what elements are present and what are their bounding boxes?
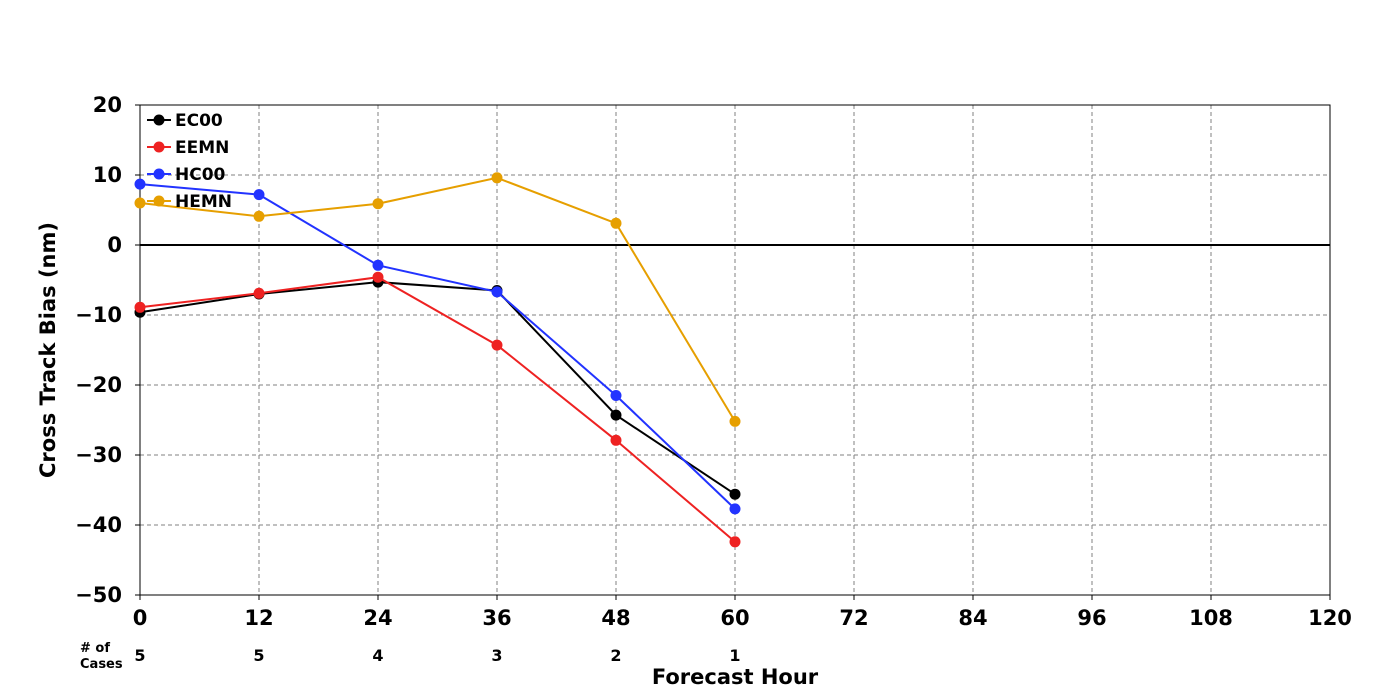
legend-label: HEMN: [175, 192, 232, 212]
case-count: 2: [610, 646, 621, 665]
y-tick-label: −20: [75, 373, 122, 397]
cases-header-line1: # of: [80, 641, 110, 656]
data-point-hc00: [134, 178, 146, 190]
x-tick-label: 108: [1189, 606, 1233, 630]
grid-lines: [140, 105, 1330, 595]
data-point-eemn: [491, 339, 503, 351]
series-line-hemn: [139, 176, 736, 422]
data-point-hc00: [729, 503, 741, 515]
y-tick-label: −10: [75, 303, 122, 327]
data-point-eemn: [134, 301, 146, 313]
case-count: 4: [372, 646, 383, 665]
x-tick-labels: 0 12 24 36 48 60 72 84 96 108 120: [133, 595, 1352, 630]
data-point-hemn: [253, 210, 265, 222]
legend-label: HC00: [175, 165, 226, 185]
y-tick-label: −30: [75, 443, 122, 467]
data-point-eemn: [253, 287, 265, 299]
y-tick-label: 0: [107, 233, 122, 257]
y-tick-label: −40: [75, 513, 122, 537]
data-point-hc00: [372, 259, 384, 271]
data-point-hemn: [491, 172, 503, 184]
y-tick-labels: 20 10 0 −10 −20 −30 −40 −50: [75, 93, 140, 607]
x-tick-label: 12: [244, 606, 273, 630]
legend-item-hc00: HC00: [147, 165, 226, 185]
x-tick-label: 24: [363, 606, 392, 630]
series-line-hc00: [139, 183, 736, 510]
series-hemn: [134, 172, 741, 427]
legend-item-ec00: EC00: [147, 111, 223, 131]
legend-label: EEMN: [175, 138, 229, 158]
legend-swatch-marker: [153, 141, 165, 153]
series-eemn: [134, 271, 741, 548]
data-point-ec00: [729, 488, 741, 500]
x-tick-label: 72: [839, 606, 868, 630]
x-tick-label: 96: [1077, 606, 1106, 630]
cases-header-line2: Cases: [80, 657, 123, 672]
data-point-hemn: [729, 415, 741, 427]
data-point-eemn: [729, 536, 741, 548]
y-tick-label: −50: [75, 583, 122, 607]
x-tick-label: 36: [482, 606, 511, 630]
legend: EC00 EEMN HC00 HEMN: [147, 111, 232, 212]
legend-item-eemn: EEMN: [147, 138, 229, 158]
data-point-hc00: [610, 390, 622, 401]
series-hc00: [134, 178, 741, 515]
data-point-ec00: [610, 409, 622, 421]
series-line-eemn: [139, 276, 736, 543]
legend-swatch-marker: [153, 195, 165, 207]
case-count: 5: [134, 646, 145, 665]
series-line-ec00: [139, 281, 736, 496]
data-point-hemn: [372, 198, 384, 210]
data-point-hc00: [253, 189, 265, 201]
data-point-eemn: [372, 271, 384, 283]
cases-row: # of Cases 5 5 4 3 2 1: [80, 641, 741, 672]
legend-item-hemn: HEMN: [147, 192, 232, 212]
case-count: 1: [729, 646, 740, 665]
legend-label: EC00: [175, 111, 223, 131]
data-point-hemn: [610, 217, 622, 229]
x-tick-label: 60: [720, 606, 749, 630]
x-tick-label: 48: [601, 606, 630, 630]
legend-swatch-marker: [153, 168, 165, 180]
y-axis-label: Cross Track Bias (nm): [36, 222, 60, 478]
data-point-hc00: [491, 286, 503, 298]
data-point-eemn: [610, 434, 622, 446]
x-tick-label: 120: [1308, 606, 1352, 630]
x-axis-label: Forecast Hour: [652, 665, 819, 689]
y-tick-label: 10: [93, 163, 122, 187]
x-tick-label: 84: [958, 606, 987, 630]
y-tick-label: 20: [93, 93, 122, 117]
case-count: 3: [491, 646, 502, 665]
case-count: 5: [253, 646, 264, 665]
legend-swatch-marker: [153, 114, 165, 126]
data-point-hemn: [134, 197, 146, 209]
series-layer: [134, 172, 741, 548]
x-tick-label: 0: [133, 606, 148, 630]
